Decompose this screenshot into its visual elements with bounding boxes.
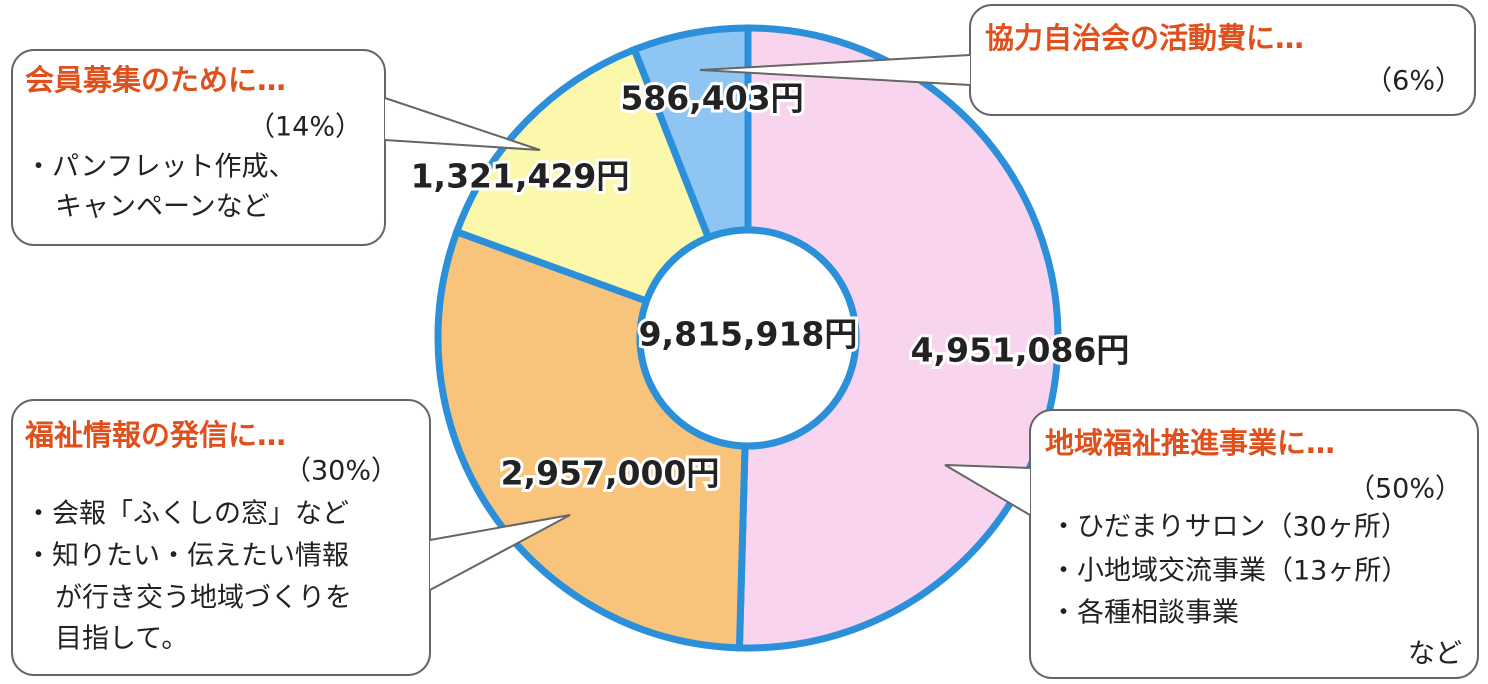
callout-line: ・ひだまりサロン（30ヶ所）: [1050, 512, 1408, 543]
callout-line: が行き交う地域づくりを: [55, 583, 352, 614]
callout-percent: （30%）: [284, 456, 398, 487]
callout-line: など: [1408, 639, 1462, 670]
center-label: 9,815,918円: [639, 315, 858, 354]
callout-line: ・各種相談事業: [1050, 598, 1239, 629]
value-label: 586,403円: [620, 79, 803, 118]
callout-line: ・会報「ふくしの窓」など: [25, 499, 349, 530]
value-label: 1,321,429円: [411, 157, 630, 196]
value-label: 4,951,086円: [911, 331, 1130, 370]
callout-line: ・知りたい・伝えたい情報: [25, 541, 349, 572]
value-label: 2,957,000円: [501, 454, 720, 493]
callout-line: ・小地域交流事業（13ヶ所）: [1050, 556, 1408, 587]
callout-line: キャンペーンなど: [55, 192, 270, 223]
callout-line: ・パンフレット作成、: [25, 152, 296, 183]
callout-percent: （14%）: [248, 112, 362, 143]
callout-title: 協力自治会の活動費に…: [985, 21, 1304, 55]
callout-line: 目指して。: [55, 624, 188, 655]
callout-percent: （50%）: [1348, 474, 1462, 505]
chart: 地域福祉推進事業に… （50%） ・ひだまりサロン（30ヶ所） ・小地域交流事業（13…: [0, 0, 1488, 684]
callout-title: 会員募集のために…: [25, 63, 286, 97]
callout-title: 地域福祉推進事業に…: [1045, 426, 1335, 460]
callout-percent: （6%）: [1365, 66, 1462, 97]
callout-title: 福祉情報の発信に…: [24, 418, 286, 452]
